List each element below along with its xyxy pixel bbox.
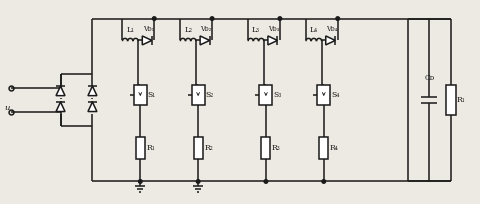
- Text: S₄: S₄: [331, 91, 339, 99]
- Text: L₄: L₄: [310, 27, 318, 34]
- Circle shape: [139, 180, 142, 183]
- Circle shape: [264, 180, 268, 183]
- Bar: [317, 85, 330, 105]
- Text: R₃: R₃: [272, 144, 281, 152]
- Bar: [446, 85, 456, 115]
- Bar: [260, 85, 273, 105]
- Text: L₂: L₂: [184, 27, 192, 34]
- Circle shape: [336, 17, 339, 20]
- Bar: [192, 85, 204, 105]
- Bar: [136, 137, 145, 159]
- Bar: [134, 85, 147, 105]
- Polygon shape: [56, 102, 65, 112]
- Text: R₁: R₁: [146, 144, 155, 152]
- Bar: [193, 137, 203, 159]
- Text: R₄: R₄: [330, 144, 339, 152]
- Text: R₁: R₁: [457, 96, 466, 104]
- Polygon shape: [142, 36, 152, 45]
- Circle shape: [278, 17, 282, 20]
- Circle shape: [153, 17, 156, 20]
- Text: Cᴅ: Cᴅ: [424, 74, 434, 82]
- Polygon shape: [88, 86, 97, 96]
- Text: Vᴅ₂: Vᴅ₂: [201, 26, 212, 33]
- Polygon shape: [200, 36, 210, 45]
- Text: R₂: R₂: [204, 144, 213, 152]
- Text: L₃: L₃: [252, 27, 260, 34]
- Polygon shape: [326, 36, 336, 45]
- Text: S₁: S₁: [148, 91, 156, 99]
- Polygon shape: [88, 102, 97, 112]
- Text: S₃: S₃: [273, 91, 281, 99]
- Text: Vᴅ₁: Vᴅ₁: [143, 26, 154, 33]
- Circle shape: [322, 180, 325, 183]
- Text: L₁: L₁: [126, 27, 134, 34]
- Bar: [262, 137, 270, 159]
- Text: Vᴅ₃: Vᴅ₃: [268, 26, 279, 33]
- Text: u: u: [4, 104, 10, 112]
- Polygon shape: [268, 36, 277, 45]
- Polygon shape: [56, 86, 65, 96]
- Text: S₂: S₂: [205, 91, 214, 99]
- Circle shape: [210, 17, 214, 20]
- Bar: [319, 137, 328, 159]
- Text: Vᴅ₄: Vᴅ₄: [326, 26, 337, 33]
- Circle shape: [196, 180, 200, 183]
